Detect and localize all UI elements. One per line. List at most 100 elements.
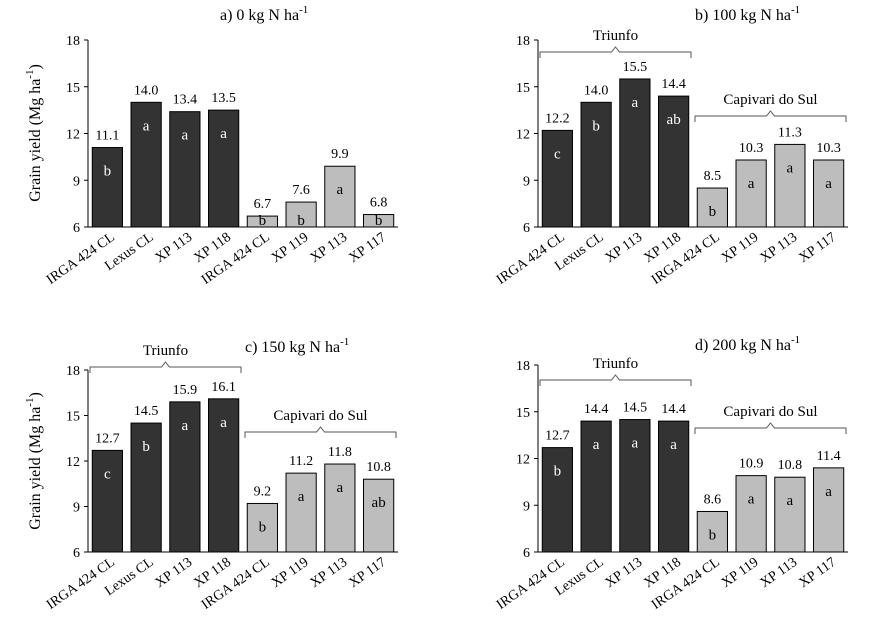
x-tick-label: XP 113 — [758, 230, 800, 266]
value-label: 14.4 — [661, 77, 686, 92]
significance-letter: a — [298, 489, 305, 505]
x-tick-label: XP 113 — [308, 555, 350, 591]
value-label: 11.1 — [95, 129, 119, 144]
group-label: Triunfo — [143, 343, 188, 359]
significance-letter: ab — [667, 112, 681, 128]
y-tick-label: 9 — [73, 174, 80, 189]
value-label: 14.0 — [584, 83, 609, 98]
bar — [813, 467, 845, 553]
significance-letter: b — [297, 213, 305, 229]
significance-letter: a — [593, 437, 600, 453]
chart-title: b) 100 kg N ha-1 — [695, 4, 800, 24]
bar — [541, 447, 573, 553]
significance-letter: a — [337, 182, 344, 198]
significance-letter: a — [182, 128, 189, 144]
value-label: 14.5 — [623, 401, 648, 416]
x-tick-label: XP 113 — [308, 230, 350, 266]
significance-letter: a — [787, 160, 794, 176]
bar — [619, 419, 651, 553]
significance-letter: a — [220, 415, 227, 431]
value-label: 9.2 — [254, 484, 272, 499]
significance-letter: b — [375, 213, 383, 229]
y-tick-label: 12 — [516, 453, 530, 468]
group-brace — [539, 374, 692, 386]
x-tick-label: XP 119 — [269, 555, 311, 591]
significance-letter: a — [632, 436, 639, 452]
x-tick-label: XP 117 — [796, 230, 838, 266]
group-label: Triunfo — [593, 356, 638, 372]
significance-letter: c — [104, 466, 111, 482]
bar — [130, 422, 162, 553]
significance-letter: a — [143, 118, 150, 134]
bar — [735, 475, 767, 553]
bar — [91, 449, 123, 553]
group-brace — [694, 110, 847, 122]
significance-letter: b — [259, 519, 267, 535]
bar — [696, 187, 728, 228]
value-label: 11.4 — [817, 449, 841, 464]
value-label: 14.4 — [584, 402, 609, 417]
bar — [208, 109, 240, 228]
bar — [91, 147, 123, 228]
bar — [285, 472, 317, 553]
chart-title: a) 0 kg N ha-1 — [220, 4, 308, 24]
group-label: Capivari do Sul — [273, 408, 367, 424]
group-label: Triunfo — [593, 28, 638, 44]
bar — [324, 463, 356, 553]
bar — [246, 215, 278, 228]
y-tick-label: 9 — [523, 499, 530, 514]
value-label: 14.4 — [661, 402, 686, 417]
significance-letter: a — [182, 418, 189, 434]
y-tick-label: 6 — [523, 546, 530, 561]
bar — [324, 165, 356, 228]
bar — [658, 95, 690, 228]
value-label: 8.5 — [704, 169, 722, 184]
value-label: 10.3 — [739, 141, 764, 156]
value-label: 11.3 — [778, 125, 802, 140]
bar — [735, 159, 767, 228]
y-tick-label: 12 — [66, 128, 80, 143]
y-tick-label: 9 — [73, 501, 80, 516]
significance-letter: a — [825, 484, 832, 500]
y-tick-label: 9 — [523, 174, 530, 189]
value-label: 16.1 — [211, 380, 236, 395]
significance-letter: a — [748, 176, 755, 192]
y-tick-label: 15 — [66, 410, 80, 425]
value-label: 7.6 — [292, 183, 310, 198]
bar — [363, 214, 395, 228]
y-tick-label: 12 — [66, 455, 80, 470]
value-label: 15.5 — [623, 60, 648, 75]
group-brace — [89, 361, 242, 373]
significance-letter: b — [592, 118, 600, 134]
value-label: 9.9 — [331, 147, 349, 162]
value-label: 14.0 — [134, 83, 159, 98]
bar — [774, 476, 806, 553]
significance-letter: a — [670, 437, 677, 453]
group-brace — [694, 422, 847, 434]
value-label: 8.6 — [704, 492, 722, 507]
y-tick-label: 6 — [523, 221, 530, 236]
x-tick-label: XP 117 — [796, 555, 838, 591]
bar — [246, 502, 278, 553]
value-label: 12.7 — [545, 429, 570, 444]
y-tick-label: 18 — [516, 34, 530, 49]
x-tick-label: XP 113 — [153, 230, 195, 266]
bar — [169, 401, 201, 553]
bar — [774, 143, 806, 228]
group-brace — [244, 426, 397, 438]
y-tick-label: 6 — [73, 221, 80, 236]
bar — [696, 510, 728, 553]
significance-letter: ab — [372, 495, 386, 511]
bar — [285, 201, 317, 228]
significance-letter: b — [259, 213, 267, 229]
value-label: 13.4 — [173, 93, 198, 108]
significance-letter: b — [554, 464, 562, 480]
y-tick-label: 12 — [516, 128, 530, 143]
significance-letter: a — [220, 126, 227, 142]
bar — [363, 478, 395, 553]
value-label: 10.8 — [366, 460, 391, 475]
